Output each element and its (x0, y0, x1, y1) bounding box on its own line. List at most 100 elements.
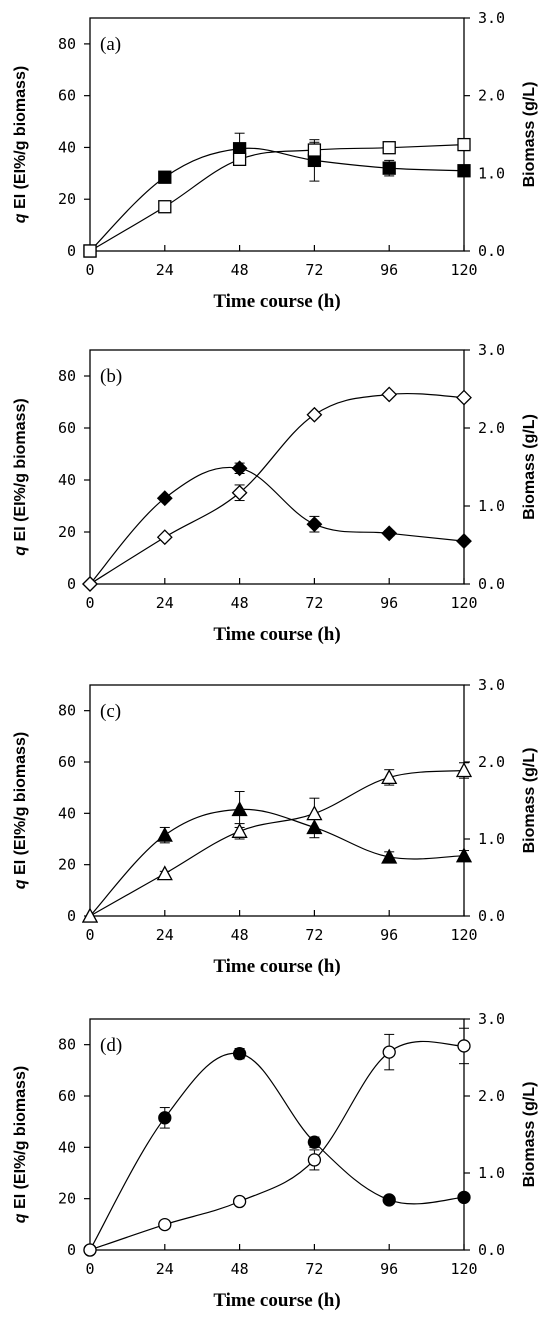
y-left-tick-label: 40 (58, 1138, 76, 1156)
y-left-tick-label: 0 (67, 907, 76, 925)
data-point-circle-open (232, 1194, 247, 1209)
y-left-tick-label: 60 (58, 87, 76, 105)
data-point-triangle-open (81, 907, 99, 923)
data-point-circle-open (83, 1243, 97, 1257)
data-point-square-open (307, 143, 322, 157)
y-left-tick-label: 40 (58, 471, 76, 489)
y-left-axis-title-rest: EI (EI%/g biomass) (12, 732, 29, 880)
data-point-triangle-filled (156, 826, 173, 842)
series-line-diamond-filled (89, 466, 465, 585)
data-point-diamond-open (381, 386, 398, 403)
x-tick-label: 120 (450, 926, 477, 944)
y-left-axis-title: q EI (EI%/g biomass) (12, 66, 29, 223)
y-left-tick-label: 0 (67, 575, 76, 593)
y-right-tick-label: 3.0 (478, 1010, 505, 1028)
x-tick-label: 24 (156, 261, 174, 279)
chart-panel-b: 0 24 48 72 96 120 0 20 40 60 80 0.0 1.0 2.0 3.0 Time co… (12, 341, 538, 645)
series-line-triangle-open (89, 769, 465, 917)
y-left-axis-title: q EI (EI%/g biomass) (12, 1066, 29, 1223)
y-right-tick-label: 1.0 (478, 497, 505, 515)
series-line-square-filled (89, 147, 465, 252)
y-right-axis-title: Biomass (g/L) (521, 1082, 538, 1188)
panel-label: (a) (100, 34, 121, 55)
data-point-square-open (83, 244, 97, 258)
x-tick-label: 96 (380, 1260, 398, 1278)
y-left-tick-label: 40 (58, 138, 76, 156)
data-point-square-filled (382, 161, 396, 175)
panel-label: (b) (100, 366, 122, 387)
data-point-diamond-open (456, 389, 472, 406)
y-left-tick-label: 0 (67, 242, 76, 260)
series-line-circle-filled (89, 1052, 465, 1251)
data-point-triangle-open (306, 805, 323, 821)
y-left-axis-title-italic: q (12, 1213, 29, 1223)
chart-panel-a: 0 24 48 72 96 120 0 20 40 60 80 0.0 1.0 2.0 3.0 Time co… (12, 9, 538, 312)
y-left-tick-label: 20 (58, 523, 76, 541)
x-tick-label: 72 (305, 1260, 323, 1278)
data-point-triangle-filled (455, 847, 473, 863)
data-point-circle-filled (307, 1135, 322, 1149)
data-point-square-filled (158, 170, 172, 184)
data-point-diamond-filled (381, 525, 398, 542)
y-left-axis-title-italic: q (12, 213, 29, 223)
x-tick-label: 0 (85, 1260, 94, 1278)
y-right-tick-label: 0.0 (478, 907, 505, 925)
data-point-square-filled (457, 164, 471, 178)
data-point-circle-filled (158, 1111, 172, 1125)
data-point-diamond-open (82, 576, 98, 592)
panel-label: (c) (100, 701, 121, 722)
x-tick-label: 48 (231, 926, 249, 944)
y-right-tick-label: 1.0 (478, 164, 505, 182)
x-tick-label: 48 (231, 261, 249, 279)
y-right-tick-label: 0.0 (478, 242, 505, 260)
data-point-triangle-open (156, 865, 173, 881)
data-point-square-open (232, 152, 247, 167)
y-left-axis-title-rest: EI (EI%/g biomass) (12, 398, 29, 546)
data-point-circle-open (307, 1153, 322, 1167)
x-axis-title: Time course (h) (213, 624, 340, 645)
y-right-tick-label: 1.0 (478, 830, 505, 848)
y-left-axis-title: q EI (EI%/g biomass) (12, 398, 29, 555)
y-right-tick-label: 1.0 (478, 1164, 505, 1182)
data-point-square-open (158, 200, 172, 214)
chart-panel-d: 0 24 48 72 96 120 0 20 40 60 80 0.0 1.0 2.0 3.0 Time co… (12, 1010, 538, 1311)
data-point-triangle-filled (231, 801, 248, 817)
chart-panel-c: 0 24 48 72 96 120 0 20 40 60 80 0.0 1.0 2.0 3.0 Time co… (12, 676, 538, 977)
data-point-circle-filled (232, 1047, 247, 1061)
data-point-triangle-open (455, 762, 473, 778)
plot-frame (89, 684, 465, 917)
data-point-circle-filled (457, 1190, 471, 1205)
y-left-tick-label: 80 (58, 35, 76, 53)
data-point-triangle-filled (381, 848, 398, 864)
x-tick-label: 0 (85, 926, 94, 944)
series-line-square-open (89, 143, 465, 252)
y-right-tick-label: 0.0 (478, 1241, 505, 1259)
data-point-circle-open (158, 1217, 172, 1232)
data-point-circle-open (382, 1045, 396, 1059)
y-right-axis-title: Biomass (g/L) (521, 748, 538, 854)
y-left-axis-title-rest: EI (EI%/g biomass) (12, 1066, 29, 1214)
y-right-tick-label: 2.0 (478, 419, 505, 437)
x-tick-label: 72 (305, 594, 323, 612)
y-left-axis-title-rest: EI (EI%/g biomass) (12, 66, 29, 214)
x-tick-label: 96 (380, 594, 398, 612)
y-right-tick-label: 0.0 (478, 575, 505, 593)
data-point-diamond-filled (306, 516, 323, 533)
y-right-tick-label: 2.0 (478, 87, 505, 105)
y-right-tick-label: 3.0 (478, 341, 505, 359)
x-tick-label: 72 (305, 261, 323, 279)
data-point-square-open (457, 137, 471, 152)
y-right-axis-title: Biomass (g/L) (521, 82, 538, 188)
panel-label: (d) (100, 1035, 122, 1056)
data-point-triangle-open (381, 769, 398, 785)
x-tick-label: 72 (305, 926, 323, 944)
y-left-tick-label: 60 (58, 753, 76, 771)
x-tick-label: 120 (450, 261, 477, 279)
x-axis-title: Time course (h) (213, 291, 340, 312)
plot-frame (89, 349, 465, 585)
x-tick-label: 96 (380, 261, 398, 279)
x-tick-label: 96 (380, 926, 398, 944)
y-right-tick-label: 3.0 (478, 676, 505, 694)
data-point-diamond-open (231, 484, 248, 501)
